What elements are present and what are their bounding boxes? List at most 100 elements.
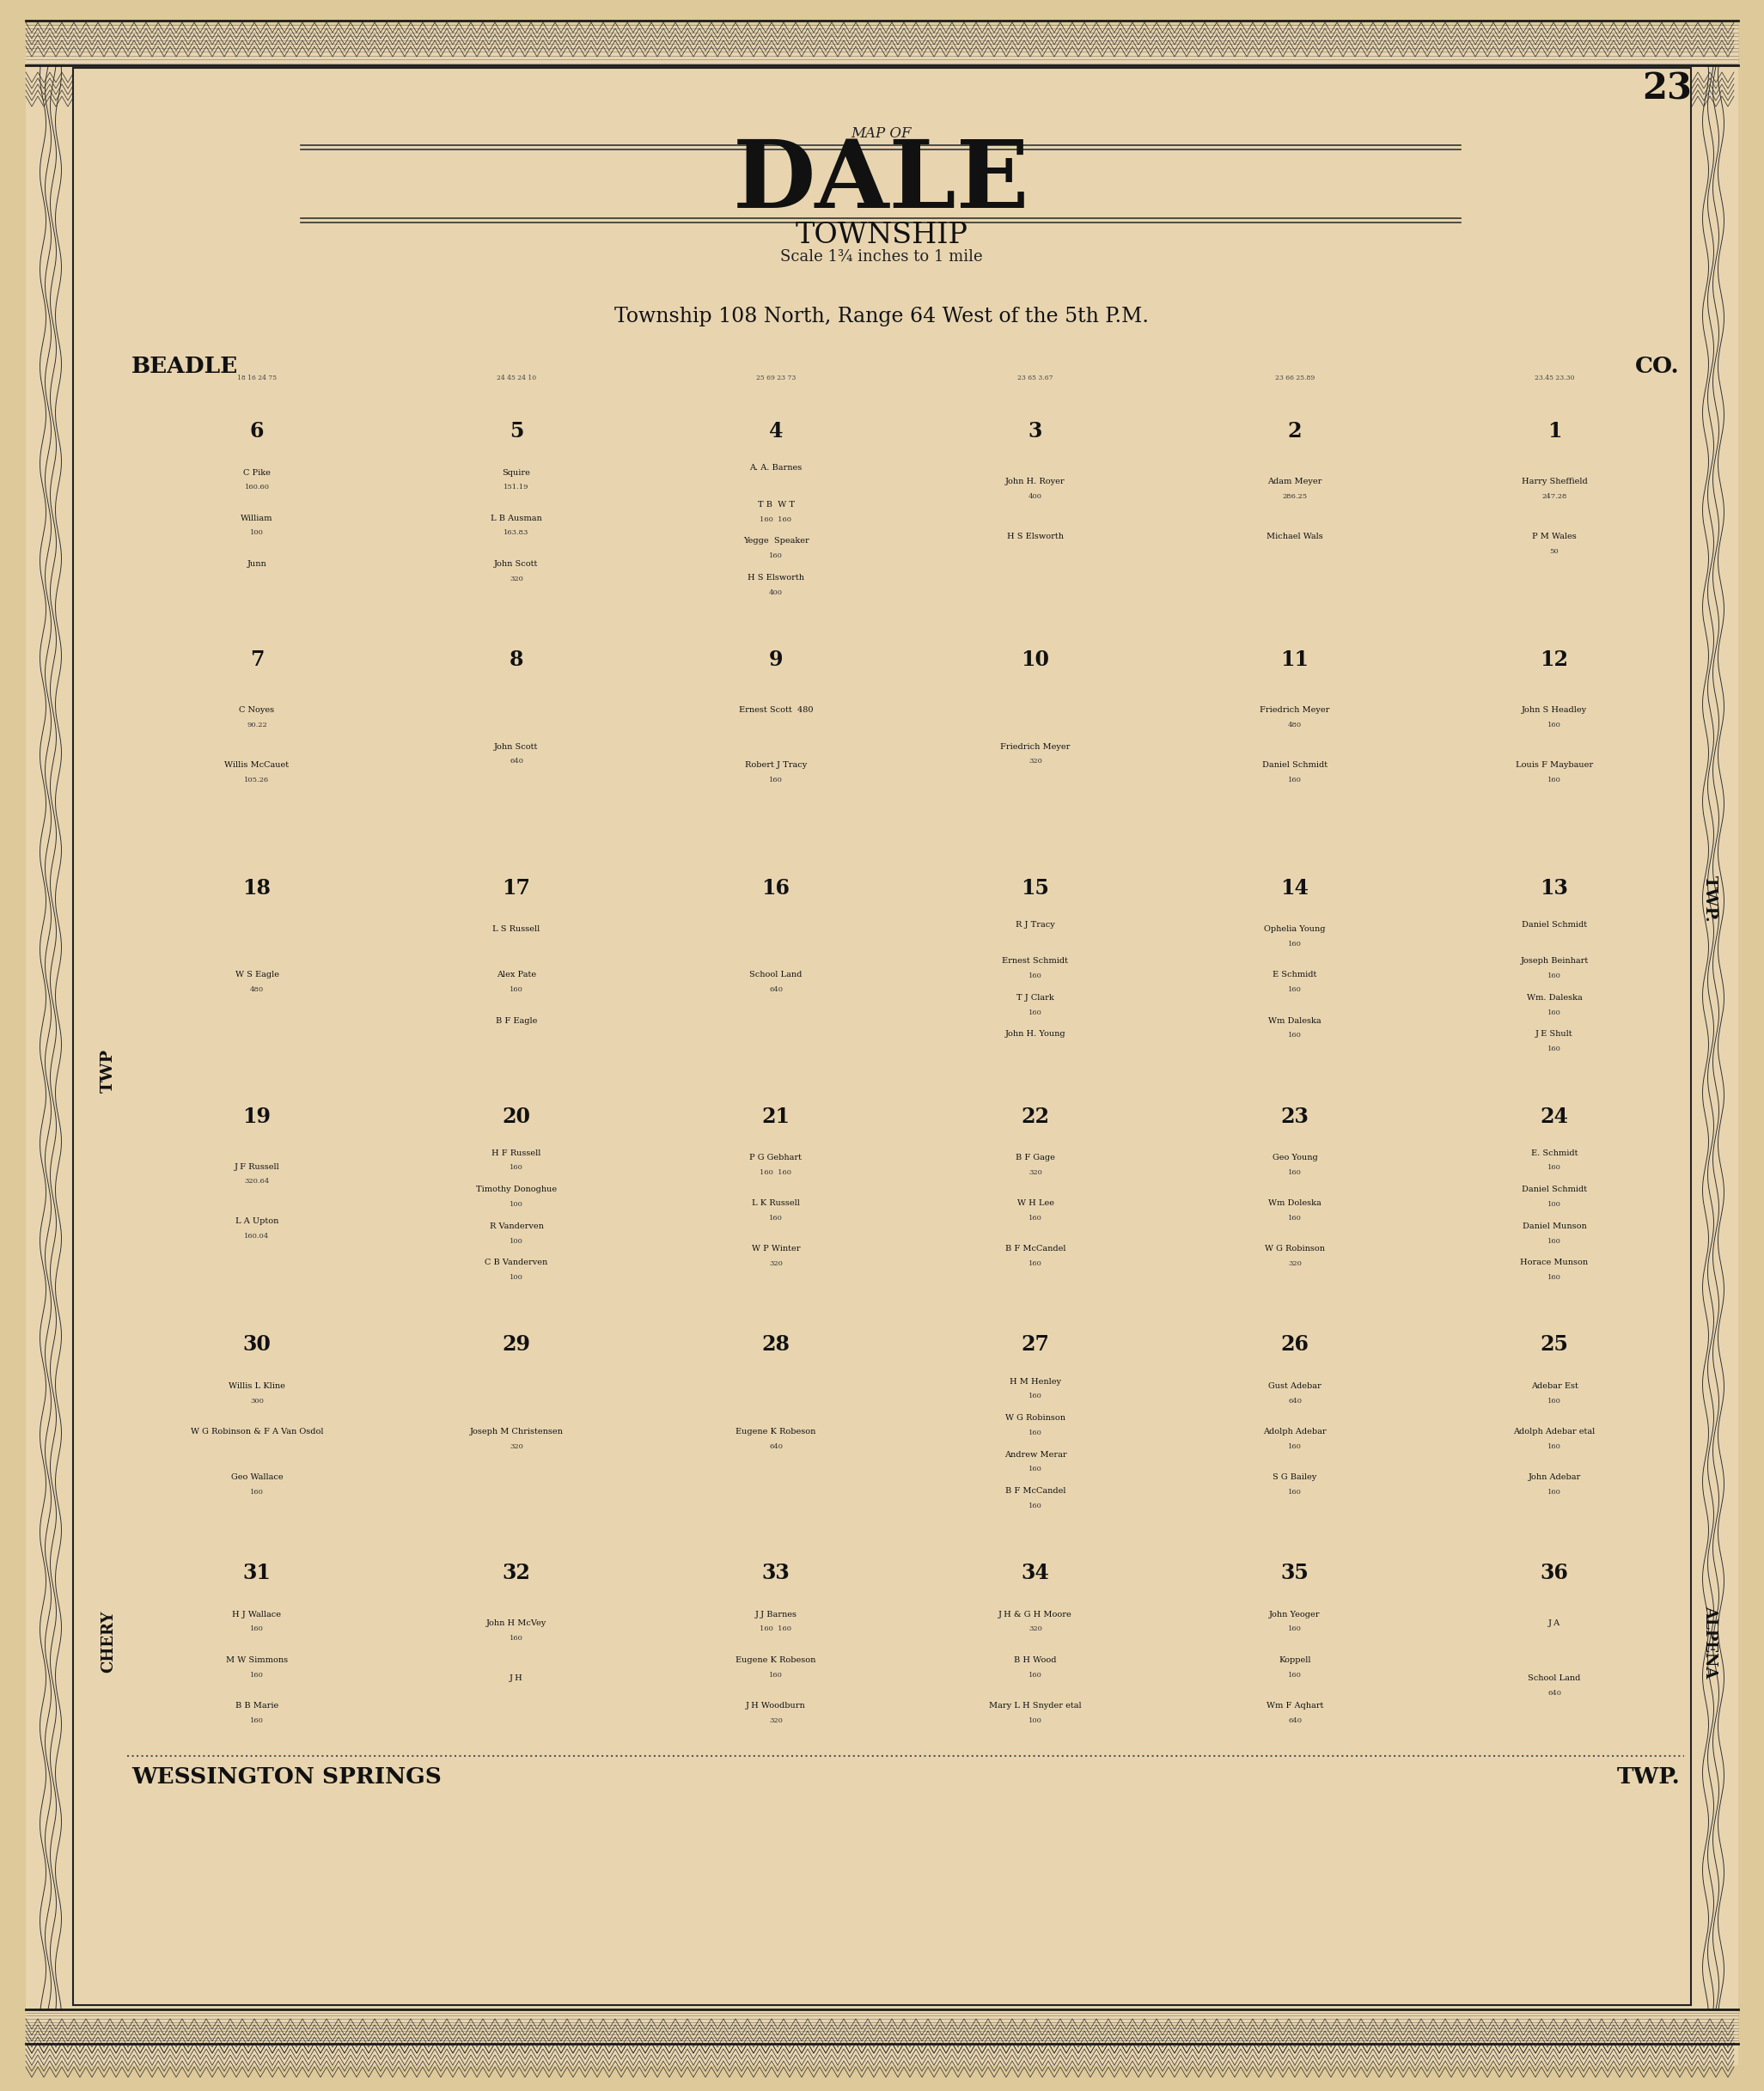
Text: Friedrich Meyer: Friedrich Meyer — [1000, 742, 1071, 751]
Text: 90.22: 90.22 — [247, 721, 266, 728]
Text: Wm F Aqhart: Wm F Aqhart — [1267, 1702, 1323, 1710]
Text: L B Ausman: L B Ausman — [490, 514, 542, 523]
Text: J A: J A — [1549, 1621, 1561, 1627]
Text: 19: 19 — [243, 1106, 272, 1127]
Text: 640: 640 — [1547, 1690, 1561, 1696]
Text: 160: 160 — [1028, 1503, 1043, 1510]
Text: 160: 160 — [769, 776, 783, 784]
Text: 23 66 25.89: 23 66 25.89 — [1275, 374, 1314, 381]
Text: 160: 160 — [769, 1671, 783, 1679]
Text: 160: 160 — [1547, 1443, 1561, 1449]
Bar — [127, 385, 1685, 1756]
Text: 160.60: 160.60 — [245, 483, 270, 491]
Text: 160: 160 — [1547, 1397, 1561, 1405]
Text: 160: 160 — [1028, 972, 1043, 979]
Text: 160: 160 — [1028, 1466, 1043, 1472]
Text: 640: 640 — [1288, 1717, 1302, 1723]
Text: W S Eagle: W S Eagle — [235, 970, 279, 979]
Text: 160: 160 — [1288, 1169, 1302, 1175]
Text: 160: 160 — [1028, 1671, 1043, 1679]
Text: Gust Adebar: Gust Adebar — [1268, 1382, 1321, 1391]
Text: 160: 160 — [1547, 972, 1561, 979]
Text: 160: 160 — [510, 987, 524, 993]
Text: Robert J Tracy: Robert J Tracy — [744, 761, 806, 769]
Text: Ophelia Young: Ophelia Young — [1265, 926, 1325, 933]
Text: 640: 640 — [769, 1443, 783, 1449]
Text: BEADLE: BEADLE — [132, 355, 238, 378]
Text: 1: 1 — [1547, 420, 1561, 441]
Text: 7: 7 — [250, 650, 265, 669]
Text: John S Headley: John S Headley — [1522, 707, 1588, 713]
Text: 160: 160 — [1547, 1046, 1561, 1052]
Text: 320: 320 — [1288, 1261, 1302, 1267]
Text: Wm Doleska: Wm Doleska — [1268, 1200, 1321, 1207]
Text: 160: 160 — [1288, 1443, 1302, 1449]
Text: 6: 6 — [250, 420, 265, 441]
Text: John Scott: John Scott — [494, 742, 538, 751]
Text: 21: 21 — [762, 1106, 790, 1127]
Text: W P Winter: W P Winter — [751, 1244, 801, 1253]
Text: 160: 160 — [1288, 1627, 1302, 1633]
Text: 160: 160 — [1288, 1489, 1302, 1495]
Text: 160: 160 — [510, 1165, 524, 1171]
Text: 4: 4 — [769, 420, 783, 441]
Text: E. Schmidt: E. Schmidt — [1531, 1150, 1577, 1156]
Text: C Noyes: C Noyes — [240, 707, 275, 713]
Text: Eugene K Robeson: Eugene K Robeson — [736, 1428, 817, 1437]
Text: 30: 30 — [243, 1334, 272, 1355]
Text: Mary L H Snyder etal: Mary L H Snyder etal — [990, 1702, 1081, 1710]
Text: 160: 160 — [1288, 1033, 1302, 1039]
Text: Koppell: Koppell — [1279, 1656, 1311, 1664]
Text: Adam Meyer: Adam Meyer — [1268, 477, 1321, 485]
Text: 160.04: 160.04 — [245, 1234, 270, 1240]
Text: 160: 160 — [1288, 1671, 1302, 1679]
Text: 100: 100 — [1028, 1717, 1043, 1723]
Text: 50: 50 — [1551, 548, 1559, 554]
Text: C B Vanderven: C B Vanderven — [485, 1259, 549, 1267]
Text: 640: 640 — [510, 757, 524, 765]
Text: B F McCandel: B F McCandel — [1005, 1487, 1065, 1495]
Text: 32: 32 — [503, 1562, 531, 1583]
Text: Daniel Munson: Daniel Munson — [1522, 1223, 1586, 1230]
Text: 160: 160 — [1028, 1393, 1043, 1399]
Text: A. A. Barnes: A. A. Barnes — [750, 464, 803, 473]
Text: 24 45 24 10: 24 45 24 10 — [497, 374, 536, 381]
Text: John H. Royer: John H. Royer — [1005, 477, 1065, 485]
Text: 320: 320 — [510, 1443, 524, 1449]
Text: School Land: School Land — [750, 970, 803, 979]
Text: MAP OF: MAP OF — [852, 128, 912, 142]
Text: 151.19: 151.19 — [505, 483, 529, 491]
Text: Adolph Adebar: Adolph Adebar — [1263, 1428, 1327, 1437]
Text: Daniel Schmidt: Daniel Schmidt — [1522, 1186, 1588, 1194]
Text: ALPENA: ALPENA — [1702, 1606, 1718, 1679]
Text: 160: 160 — [1547, 776, 1561, 784]
Text: E Schmidt: E Schmidt — [1274, 970, 1318, 979]
Text: W H Lee: W H Lee — [1016, 1200, 1053, 1207]
Text: 22: 22 — [1021, 1106, 1050, 1127]
Text: 11: 11 — [1281, 650, 1309, 669]
Text: P M Wales: P M Wales — [1533, 533, 1577, 539]
Text: 160: 160 — [1028, 1215, 1043, 1221]
Text: 320.64: 320.64 — [245, 1177, 270, 1186]
Text: Township 108 North, Range 64 West of the 5th P.M.: Township 108 North, Range 64 West of the… — [614, 307, 1148, 326]
Text: 18 16 24 75: 18 16 24 75 — [236, 374, 277, 381]
Text: Joseph M Christensen: Joseph M Christensen — [469, 1428, 563, 1437]
Text: T B  W T: T B W T — [757, 500, 794, 508]
Text: 27: 27 — [1021, 1334, 1050, 1355]
Text: 100: 100 — [510, 1273, 524, 1282]
Text: J F Russell: J F Russell — [235, 1163, 279, 1171]
Text: Eugene K Robeson: Eugene K Robeson — [736, 1656, 817, 1664]
Text: 23: 23 — [1281, 1106, 1309, 1127]
Text: TWP.: TWP. — [1702, 876, 1718, 922]
Text: TOWNSHIP: TOWNSHIP — [796, 222, 968, 249]
Text: 320: 320 — [510, 575, 524, 581]
Text: 17: 17 — [503, 878, 531, 899]
Text: S G Bailey: S G Bailey — [1274, 1474, 1318, 1480]
Text: J H: J H — [510, 1675, 524, 1681]
Text: 35: 35 — [1281, 1562, 1309, 1583]
Text: 160: 160 — [1288, 941, 1302, 947]
Text: H J Wallace: H J Wallace — [233, 1610, 282, 1618]
Text: John H McVey: John H McVey — [487, 1621, 547, 1627]
Text: 25 69 23 73: 25 69 23 73 — [757, 374, 796, 381]
Text: 20: 20 — [503, 1106, 531, 1127]
